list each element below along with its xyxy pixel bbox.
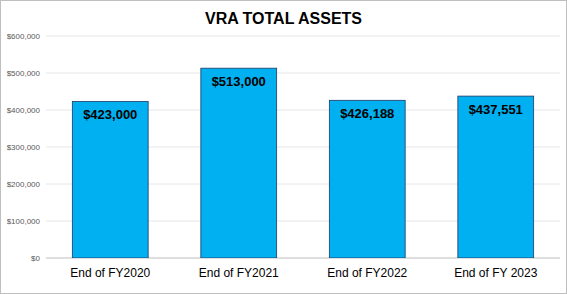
y-tick-label: $100,000 bbox=[7, 217, 41, 226]
chart-container: VRA TOTAL ASSETS $0 $100,000 $200,000 $300,0… bbox=[0, 0, 567, 294]
x-tick-label: End of FY2021 bbox=[199, 266, 279, 280]
bar bbox=[72, 101, 148, 258]
x-tick-label: End of FY2022 bbox=[327, 266, 407, 280]
y-tick-label: $400,000 bbox=[7, 106, 41, 115]
y-tick-label: $300,000 bbox=[7, 143, 41, 152]
data-label: $437,551 bbox=[469, 102, 523, 117]
x-tick-label: End of FY2020 bbox=[70, 266, 150, 280]
chart-title: VRA TOTAL ASSETS bbox=[205, 10, 362, 27]
chart-svg: VRA TOTAL ASSETS $0 $100,000 $200,000 $300,0… bbox=[0, 0, 567, 294]
y-tick-label: $600,000 bbox=[7, 32, 41, 41]
y-tick-label: $0 bbox=[31, 254, 40, 263]
x-tick-label: End of FY 2023 bbox=[454, 266, 538, 280]
data-label: $426,188 bbox=[340, 106, 394, 121]
grid-line bbox=[46, 73, 560, 74]
bar bbox=[458, 96, 534, 258]
data-label: $513,000 bbox=[212, 74, 266, 89]
data-label: $423,000 bbox=[83, 107, 137, 122]
y-tick-label: $500,000 bbox=[7, 69, 41, 78]
bars bbox=[72, 68, 533, 258]
y-axis: $0 $100,000 $200,000 $300,000 $400,000 $500,0… bbox=[7, 32, 560, 263]
bar bbox=[201, 68, 277, 258]
labels: $423,000 End of FY2020 $513,000 End of FY20… bbox=[70, 74, 537, 280]
grid-line bbox=[46, 36, 560, 37]
y-tick-label: $200,000 bbox=[7, 180, 41, 189]
bar bbox=[329, 100, 405, 258]
chart-border bbox=[1, 1, 567, 294]
